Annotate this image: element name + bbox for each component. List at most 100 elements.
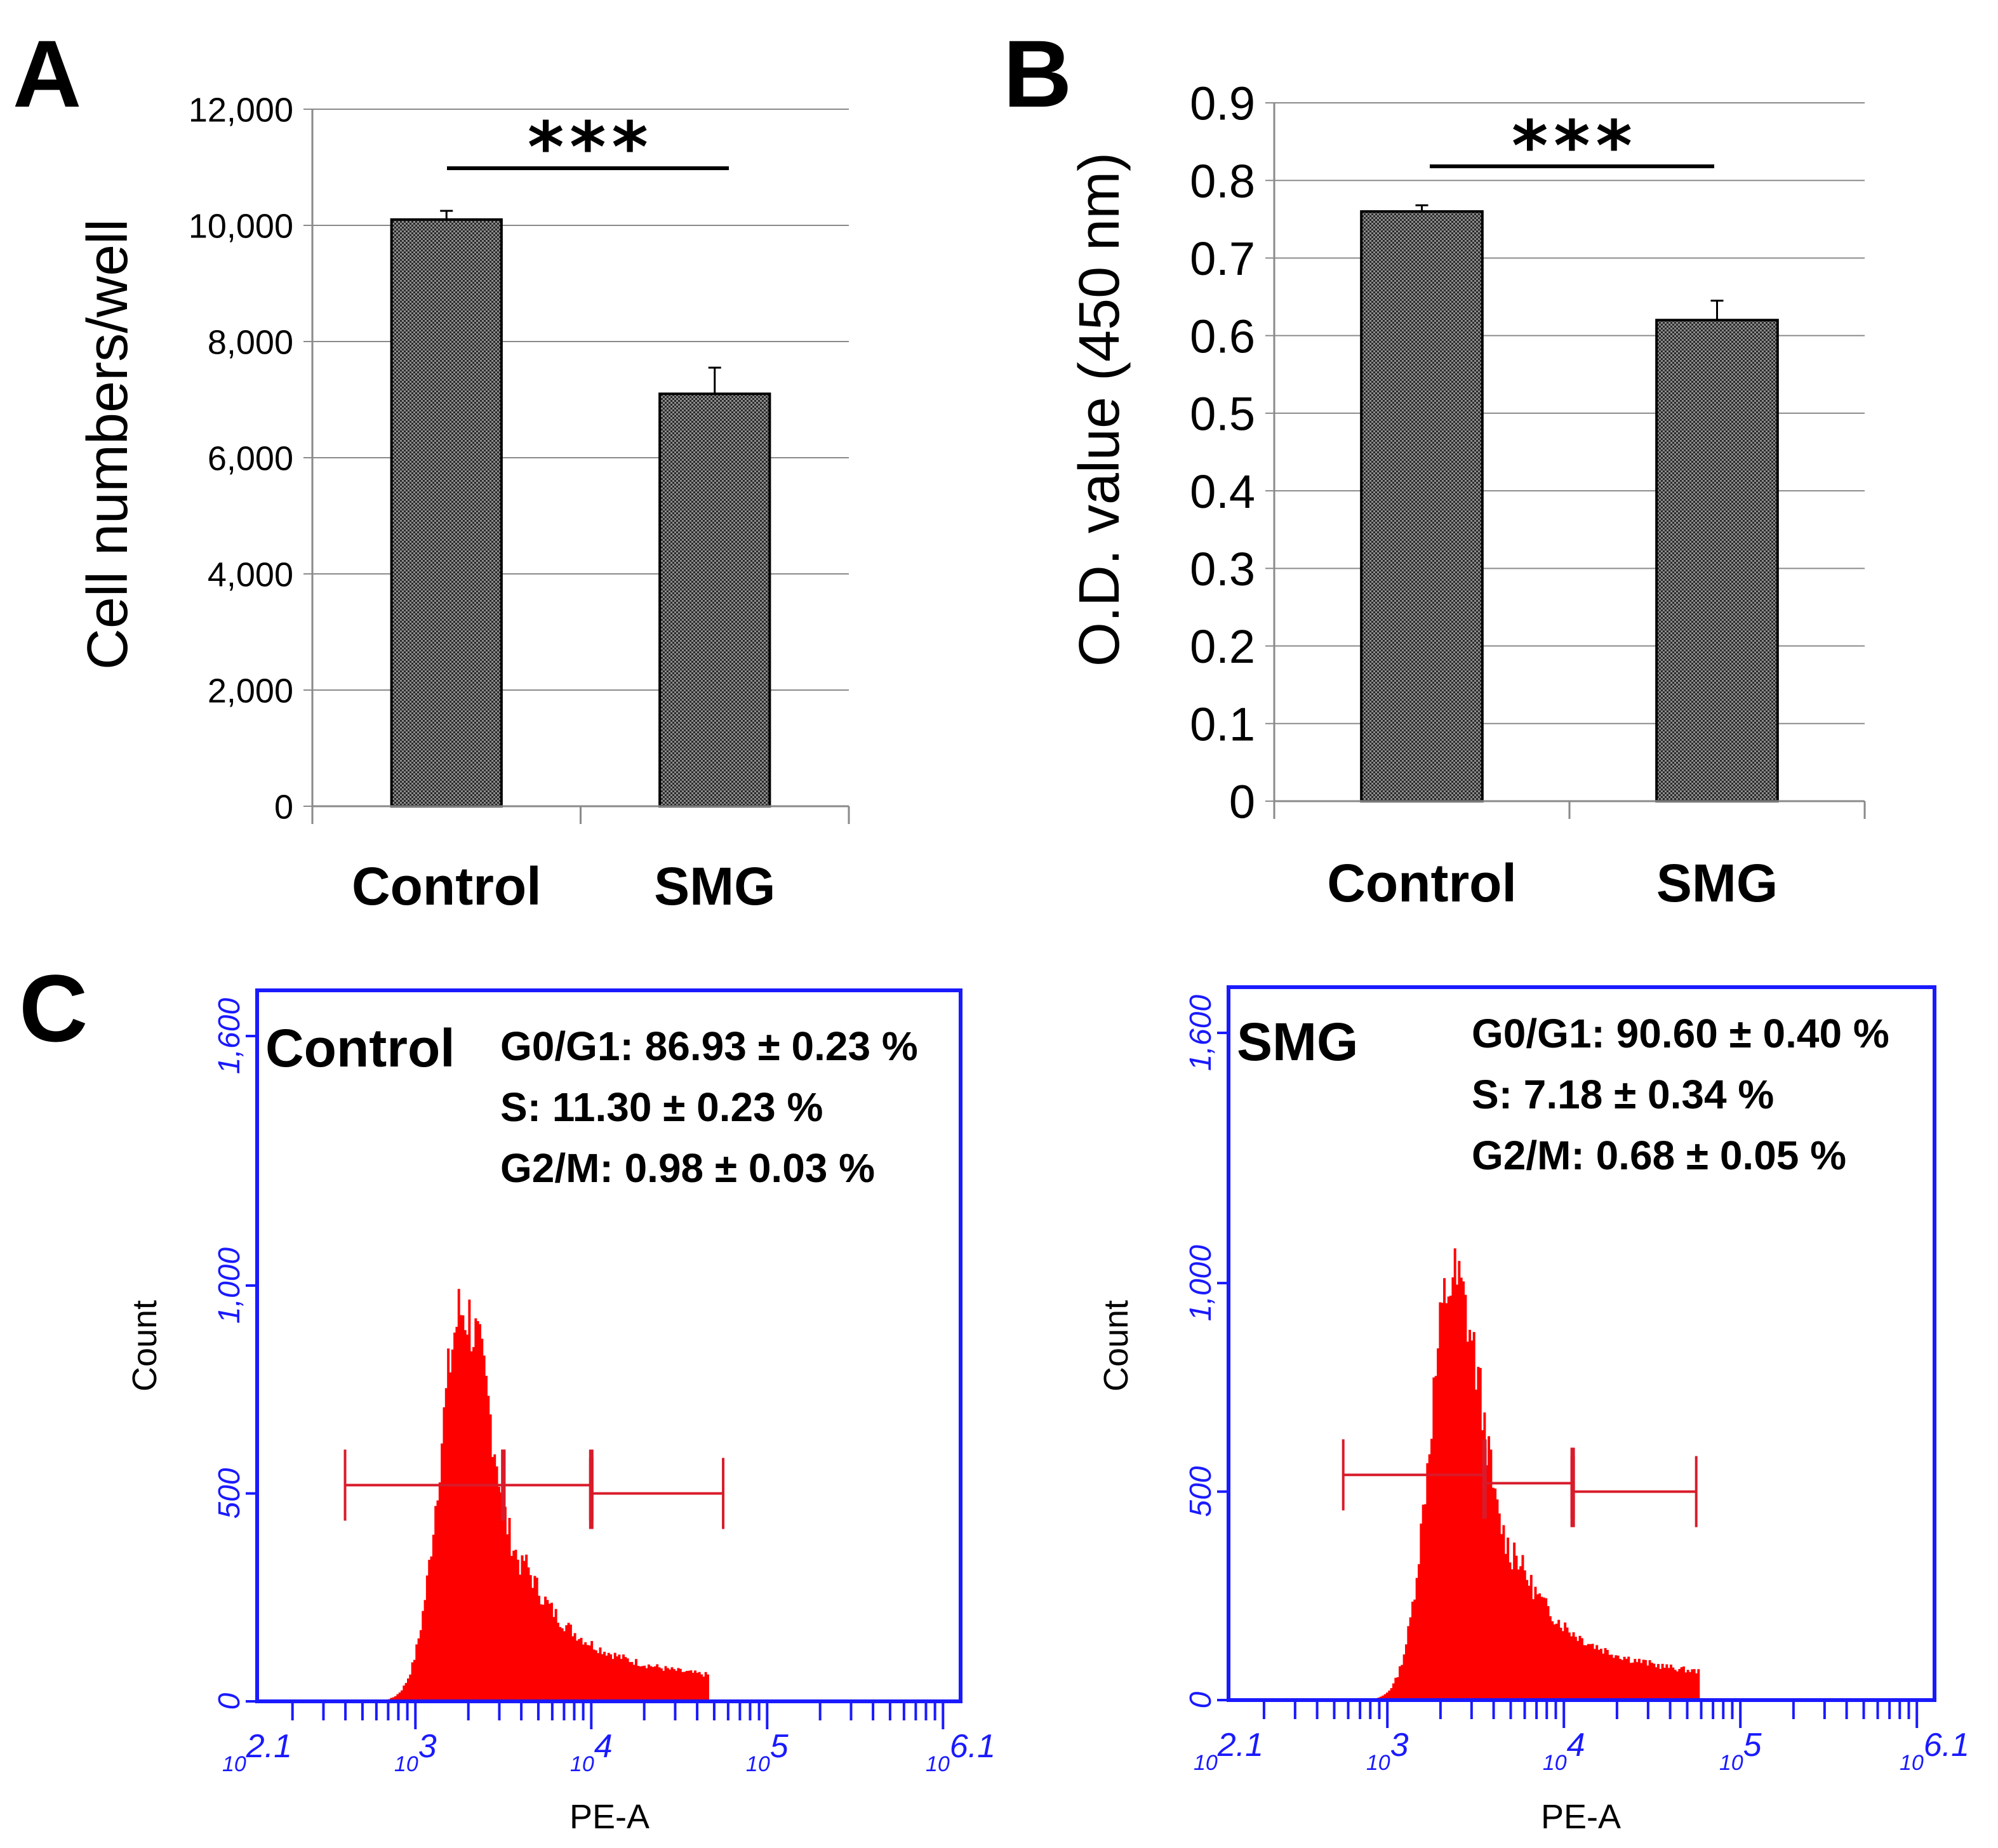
histogram-bin — [637, 1666, 640, 1701]
histogram-bin — [451, 1349, 454, 1701]
histogram-bin — [681, 1672, 684, 1701]
histogram-bin — [683, 1672, 686, 1701]
histogram-bars — [388, 1289, 709, 1701]
histogram-bin — [1383, 1694, 1387, 1700]
histogram-bin — [404, 1683, 408, 1701]
histogram-bin — [1612, 1658, 1615, 1700]
histogram-bin — [1625, 1658, 1628, 1700]
x-tick-labels: 102.1 103 104 105 106.1 — [222, 1728, 996, 1776]
histogram-bin — [1574, 1637, 1577, 1700]
histogram-bin — [417, 1638, 420, 1701]
x-tick-exponent: 2.1 — [246, 1728, 292, 1765]
histogram-bin — [1477, 1367, 1480, 1700]
histogram-bin — [611, 1659, 615, 1701]
histogram-bin — [432, 1534, 435, 1701]
histogram-bin — [1615, 1655, 1618, 1700]
histogram-bin — [660, 1668, 663, 1701]
flow-stat-s: S: 7.18 ± 0.34 % — [1472, 1072, 1774, 1117]
histogram-bin — [1515, 1555, 1518, 1700]
histogram-bin — [1691, 1669, 1694, 1700]
ytick-label: 0.4 — [1190, 465, 1255, 518]
plot-frame — [255, 988, 962, 1703]
histogram-bin — [525, 1554, 528, 1701]
histogram-bin — [1502, 1525, 1505, 1700]
histogram-bin — [444, 1388, 448, 1701]
histogram-bin — [1566, 1627, 1569, 1700]
histogram-bin — [575, 1640, 578, 1701]
histogram-bin — [422, 1611, 425, 1701]
histogram-bin — [1523, 1570, 1526, 1700]
flow-title-smg: SMG — [1237, 1012, 1358, 1072]
histogram-bin — [1667, 1668, 1670, 1700]
histogram-bin — [1593, 1649, 1596, 1700]
histogram-bin — [472, 1346, 475, 1701]
histogram-bin — [449, 1372, 452, 1701]
chart-a-bars — [390, 209, 771, 808]
histogram-bin — [483, 1355, 486, 1701]
histogram-bin — [1470, 1340, 1474, 1700]
histogram-bin — [601, 1654, 604, 1701]
bar-control — [1360, 210, 1484, 803]
histogram-bin — [1547, 1605, 1550, 1700]
chart-a-axes — [303, 109, 850, 824]
histogram-bin — [616, 1656, 619, 1701]
histogram-bin — [392, 1697, 395, 1701]
ytick-label: 0.6 — [1190, 310, 1255, 362]
histogram-bin — [1689, 1672, 1691, 1700]
histogram-bin — [419, 1630, 422, 1701]
histogram-bin — [1489, 1449, 1493, 1700]
histogram-bin — [512, 1550, 516, 1701]
histogram-bin — [1420, 1523, 1423, 1700]
histogram-bin — [495, 1466, 498, 1701]
histogram-bin — [1635, 1662, 1639, 1700]
histogram-bin — [603, 1651, 606, 1701]
histogram-bin — [441, 1443, 444, 1701]
histogram-bin — [1570, 1636, 1573, 1700]
histogram-bin — [1434, 1376, 1437, 1700]
category-label-smg: SMG — [654, 856, 775, 916]
histogram-bin — [1606, 1650, 1609, 1700]
x-tick-base: 10 — [1543, 1751, 1567, 1775]
histogram-bin — [413, 1659, 416, 1701]
histogram-bin — [557, 1623, 559, 1701]
histogram-bin — [1557, 1619, 1561, 1700]
histogram-bin — [618, 1654, 621, 1701]
histogram-bin — [1627, 1656, 1630, 1700]
flow-xlabel-pe-a: PE-A — [569, 1798, 649, 1836]
histogram-bin — [1580, 1638, 1583, 1700]
histogram-bin — [630, 1661, 634, 1701]
histogram-bin — [500, 1492, 503, 1701]
histogram-bin — [685, 1671, 688, 1701]
histogram-bin — [1578, 1635, 1582, 1700]
chart-b-bars — [1360, 204, 1779, 803]
histogram-bin — [1529, 1574, 1533, 1700]
y-tick-label: 500 — [213, 1468, 246, 1519]
flow-stat-g2m: G2/M: 0.68 ± 0.05 % — [1472, 1133, 1846, 1178]
histogram-bin — [470, 1351, 473, 1701]
x-tick-base: 10 — [394, 1752, 418, 1776]
x-tick-exponent: 3 — [1390, 1727, 1409, 1764]
histogram-bin — [1443, 1278, 1446, 1700]
histogram-bin — [407, 1678, 410, 1701]
x-tick-exponent: 4 — [594, 1728, 613, 1765]
histogram-bin — [1553, 1624, 1556, 1700]
histogram-bin — [1441, 1303, 1444, 1700]
histogram-bin — [466, 1334, 469, 1701]
histogram-bin — [423, 1600, 427, 1701]
plot-frame — [1227, 985, 1936, 1702]
histogram-bin — [519, 1574, 522, 1701]
x-tick-exponent: 3 — [418, 1728, 437, 1765]
histogram-bin — [1424, 1504, 1427, 1700]
histogram-bin — [698, 1672, 701, 1701]
x-tick-label: 102.1 — [1194, 1727, 1263, 1775]
histogram-bin — [1439, 1302, 1442, 1700]
histogram-bin — [502, 1494, 505, 1701]
histogram-bin — [620, 1659, 623, 1701]
chart-a-category-labels: Control SMG — [352, 856, 775, 916]
histogram-bin — [1488, 1436, 1491, 1700]
histogram-bin — [1693, 1669, 1696, 1700]
histogram-bin — [1483, 1412, 1486, 1700]
histogram-bin — [664, 1666, 667, 1701]
histogram-bin — [443, 1407, 446, 1701]
histogram-bin — [1656, 1664, 1660, 1700]
